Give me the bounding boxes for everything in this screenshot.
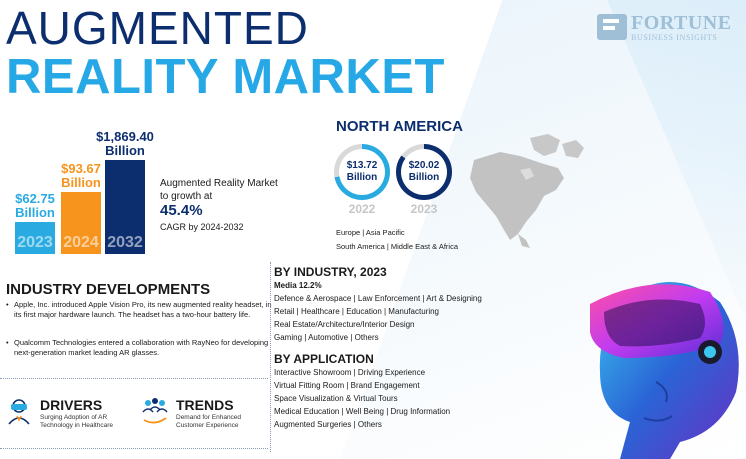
market-ring-2022 bbox=[334, 144, 390, 200]
logo-subtitle: BUSINESS INSIGHTS bbox=[631, 33, 718, 42]
bar-2032: 2032 bbox=[105, 160, 145, 254]
application-line: Space Visualization & Virtual Tours bbox=[274, 394, 398, 403]
application-line: Virtual Fitting Room | Brand Engagement bbox=[274, 381, 420, 390]
other-regions-line-2: South America | Middle East & Africa bbox=[336, 242, 459, 251]
divider bbox=[270, 262, 271, 452]
ring-value: $13.72 Billion bbox=[346, 160, 378, 183]
north-america-title: NORTH AMERICA bbox=[336, 118, 463, 135]
drivers-title: DRIVERS bbox=[40, 397, 103, 413]
application-line: Medical Education | Well Being | Drug In… bbox=[274, 407, 451, 416]
cagr-label: CAGR by 2024-2032 bbox=[160, 222, 244, 232]
divider bbox=[0, 448, 268, 449]
divider bbox=[0, 378, 268, 379]
industry-development-item: Qualcomm Technologies entered a collabor… bbox=[6, 338, 274, 358]
vr-headset-person-illustration bbox=[590, 282, 739, 459]
bar-2024: 2024 bbox=[61, 192, 101, 254]
by-industry-title: BY INDUSTRY, 2023 bbox=[274, 265, 387, 279]
industry-line: Real Estate/Architecture/Interior Design bbox=[274, 320, 415, 329]
bar-value-label: $1,869.40 Billion bbox=[96, 129, 154, 158]
growth-line-2: to growth at bbox=[160, 191, 213, 202]
bar-category-label: 2032 bbox=[107, 234, 143, 251]
growth-line-1: Augmented Reality Market bbox=[160, 178, 278, 189]
trends-description: Demand for Enhanced Customer Experience bbox=[176, 414, 242, 429]
page-title-line-1: AUGMENTED bbox=[6, 2, 309, 54]
industry-line: Defence & Aerospace | Law Enforcement | … bbox=[274, 294, 482, 303]
other-regions-line-1: Europe | Asia Pacific bbox=[336, 228, 405, 237]
vr-headset-doctor-icon bbox=[8, 399, 30, 425]
industry-development-item: Apple, Inc. introduced Apple Vision Pro,… bbox=[6, 300, 274, 320]
bar-value-label: $93.67 Billion bbox=[61, 161, 101, 190]
drivers-description: Surging Adoption of AR Technology in Hea… bbox=[40, 414, 113, 429]
bar-category-label: 2024 bbox=[63, 234, 99, 251]
growth-description: Augmented Reality Market to growth at bbox=[160, 177, 278, 203]
trends-title: TRENDS bbox=[176, 397, 234, 413]
industry-line: Retail | Healthcare | Education | Manufa… bbox=[274, 307, 439, 316]
customers-icon bbox=[142, 398, 168, 424]
industry-developments-title: INDUSTRY DEVELOPMENTS bbox=[6, 281, 211, 298]
logo-name: FORTUNE bbox=[631, 12, 732, 34]
north-america-map-icon bbox=[470, 134, 584, 248]
page-title-line-2: REALITY MARKET bbox=[6, 50, 445, 104]
bar-value-label: $62.75 Billion bbox=[15, 191, 55, 220]
by-application-title: BY APPLICATION bbox=[274, 352, 374, 366]
bar-2023: 2023 bbox=[15, 222, 55, 254]
bar-category-label: 2023 bbox=[17, 234, 53, 251]
cagr-value: 45.4% bbox=[160, 202, 203, 219]
application-line: Augmented Surgeries | Others bbox=[274, 420, 382, 429]
industry-line: Gaming | Automotive | Others bbox=[274, 333, 379, 342]
market-ring-2023 bbox=[396, 144, 452, 200]
industry-line: Media 12.2% bbox=[274, 281, 322, 290]
company-logo: FORTUNE BUSINESS INSIGHTS bbox=[597, 12, 737, 42]
ring-year: 2023 bbox=[410, 202, 438, 216]
logo-mark-icon bbox=[597, 14, 627, 40]
application-line: Interactive Showroom | Driving Experienc… bbox=[274, 368, 426, 377]
ring-value: $20.02 Billion bbox=[408, 160, 440, 183]
ring-year: 2022 bbox=[348, 202, 376, 216]
